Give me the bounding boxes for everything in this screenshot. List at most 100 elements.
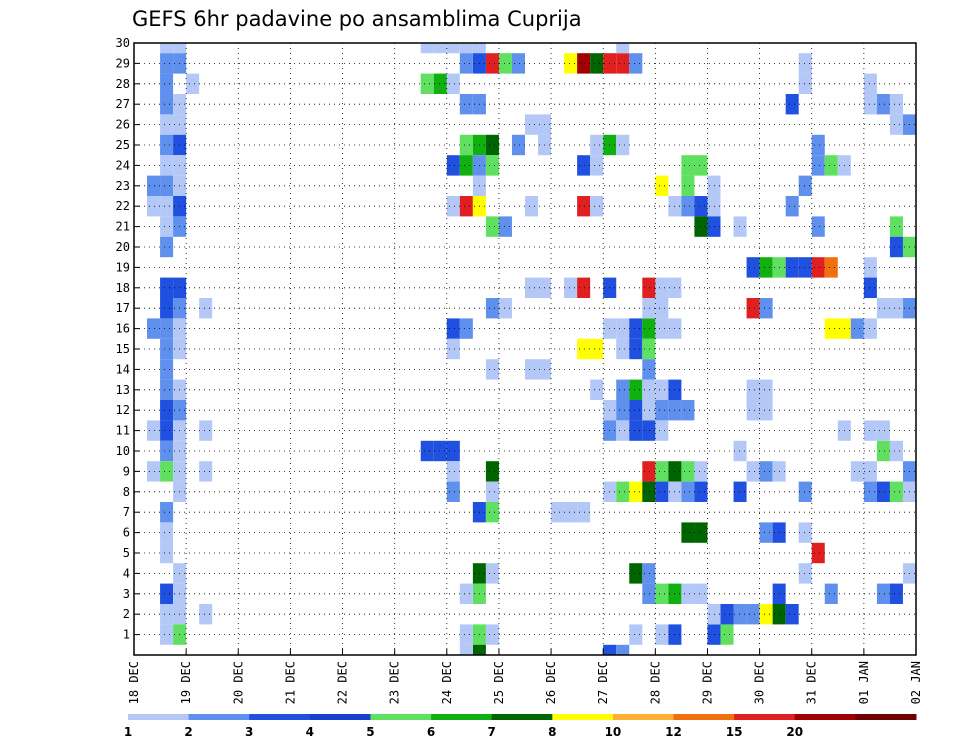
heatmap-cell [824,257,838,278]
x-tick-label: 21 DEC [283,661,297,704]
colorbar-swatch [128,714,190,720]
heatmap-cell [889,114,903,135]
heatmap-cell [889,236,903,258]
heatmap-cell [616,420,630,441]
heatmap-cell [616,644,630,655]
heatmap-cell [759,400,773,421]
heatmap-cell [525,114,539,135]
heatmap-cell [590,338,604,360]
heatmap-cell [446,155,460,176]
heatmap-cell [590,134,604,156]
heatmap-cell [160,155,174,176]
heatmap-cell [824,583,838,604]
colorbar-swatch [552,714,614,720]
y-tick-label: 16 [116,322,130,336]
heatmap-cell [863,73,877,94]
heatmap-cell [160,461,174,482]
heatmap-cell [160,522,174,543]
x-tick-label: 19 DEC [179,661,193,704]
colorbar-label: 6 [427,725,435,739]
heatmap-cell [642,338,656,360]
heatmap-cell [511,134,525,156]
heatmap-cell [733,604,747,625]
heatmap-cell [446,338,460,360]
heatmap-cell [681,583,695,604]
heatmap-cell [733,216,747,237]
heatmap-cell [577,155,591,176]
y-tick-label: 24 [116,158,130,172]
heatmap-cell [160,236,174,258]
heatmap-cell [446,318,460,339]
heatmap-cell [642,481,656,502]
heatmap-cell [616,53,630,74]
heatmap-cell [160,175,174,196]
heatmap-cell [160,583,174,604]
heatmap-cell [798,522,812,543]
heatmap-cell [525,277,539,298]
heatmap-cell [616,43,630,54]
colorbar-label: 3 [245,725,253,739]
heatmap-cell [642,318,656,339]
heatmap-cell [694,461,708,482]
heatmap-cell [681,481,695,502]
heatmap-cell [433,73,447,94]
y-tick-label: 25 [116,138,130,152]
heatmap-cell [863,94,877,115]
heatmap-cell [420,73,434,94]
heatmap-cell [850,318,864,339]
y-tick-label: 12 [116,403,130,417]
heatmap-cell [655,583,669,604]
heatmap-cell [616,400,630,421]
heatmap-cell [577,338,591,360]
heatmap-cell [564,502,578,523]
heatmap-cell [420,440,434,462]
heatmap-cell [485,298,499,319]
heatmap-cell [824,318,838,339]
heatmap-cell [498,53,512,74]
heatmap-cell [616,379,630,400]
heatmap-cell [694,196,708,217]
colorbar-swatch [309,714,371,720]
grid-lines [134,43,916,655]
heatmap-cell [642,461,656,482]
y-tick-label: 9 [123,464,130,478]
heatmap-cell [160,440,174,462]
heatmap-cell [433,440,447,462]
y-tick-label: 19 [116,260,130,274]
heatmap-cell [759,604,773,625]
heatmap-cell [160,604,174,625]
heatmap-cell [485,481,499,502]
heatmap-cells [147,43,916,655]
heatmap-cell [160,298,174,319]
heatmap-cell [485,359,499,380]
heatmap-cell [160,624,174,645]
heatmap-cell [889,481,903,502]
colorbar-label: 10 [605,725,622,739]
heatmap-cell [459,155,473,176]
heatmap-cell [564,53,578,74]
colorbar: 1 2 3 4 5 6 7 8 10 12 15 20 [124,714,917,739]
heatmap-cell [889,583,903,604]
colorbar-swatch [370,714,432,720]
heatmap-cell [798,175,812,196]
heatmap-cell [459,624,473,645]
heatmap-cell [199,461,213,482]
heatmap-cell [694,583,708,604]
heatmap-cell [655,318,669,339]
heatmap-cell [160,400,174,421]
heatmap-cell [694,481,708,502]
heatmap-cell [759,379,773,400]
heatmap-cell [681,155,695,176]
heatmap-cell [798,73,812,94]
heatmap-cell [707,175,721,196]
y-tick-label: 4 [123,566,130,580]
heatmap-cell [498,216,512,237]
heatmap-cell [876,420,890,441]
y-tick-label: 8 [123,485,130,499]
heatmap-cell [160,542,174,564]
x-tick-label: 24 DEC [440,661,454,704]
heatmap-cell [655,277,669,298]
heatmap-cell [694,216,708,237]
y-tick-label: 14 [116,362,130,376]
heatmap-cell [173,43,187,54]
